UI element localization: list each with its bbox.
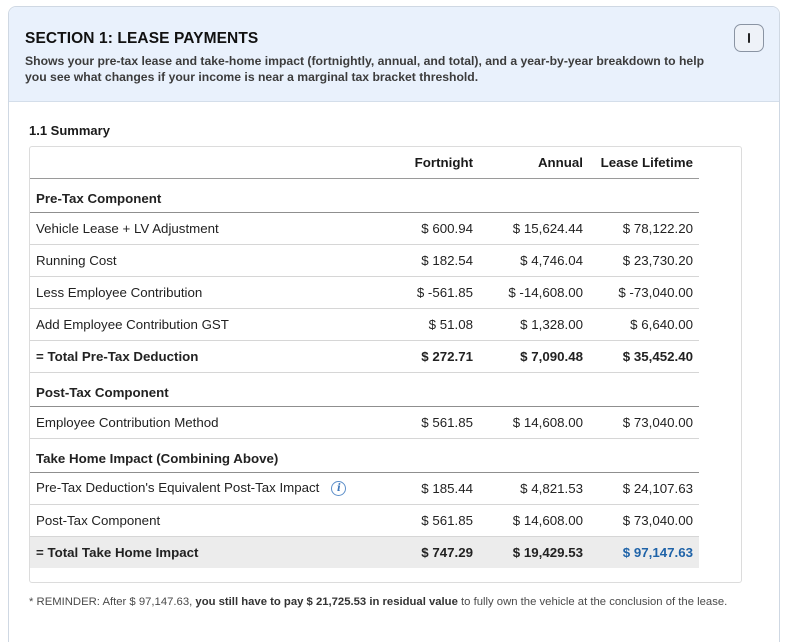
fortnight-value: $ 747.29 xyxy=(398,536,479,568)
lifetime-value: $ 73,040.00 xyxy=(589,504,699,537)
table-row: Running Cost $ 182.54 $ 4,746.04 $ 23,73… xyxy=(30,244,699,277)
row-label: Pre-Tax Deduction's Equivalent Post-Tax … xyxy=(36,480,320,495)
minus-icon xyxy=(748,33,750,43)
row-label-with-info: Pre-Tax Deduction's Equivalent Post-Tax … xyxy=(30,472,398,505)
row-label: Employee Contribution Method xyxy=(30,406,398,439)
total-take-home-row: = Total Take Home Impact $ 747.29 $ 19,4… xyxy=(30,536,699,568)
row-label: Less Employee Contribution xyxy=(30,276,398,309)
header-lifetime: Lease Lifetime xyxy=(600,154,693,170)
header-annual: Annual xyxy=(537,154,583,170)
fortnight-value: $ 561.85 xyxy=(398,504,479,537)
lifetime-value: $ 35,452.40 xyxy=(589,340,699,373)
group-row-pre-tax: Pre-Tax Component xyxy=(30,178,699,213)
fortnight-value: $ 51.08 xyxy=(398,308,479,341)
annual-value: $ 4,821.53 xyxy=(479,472,589,505)
annual-value: $ 1,328.00 xyxy=(479,308,589,341)
row-label: Post-Tax Component xyxy=(30,504,398,537)
section-description: Shows your pre-tax lease and take-home i… xyxy=(25,54,705,84)
fortnight-value: $ 561.85 xyxy=(398,406,479,439)
table-row: Pre-Tax Deduction's Equivalent Post-Tax … xyxy=(30,472,699,505)
table-row: Vehicle Lease + LV Adjustment $ 600.94 $… xyxy=(30,212,699,245)
lifetime-value: $ 78,122.20 xyxy=(589,212,699,245)
reminder-prefix: * REMINDER: After $ 97,147.63, xyxy=(29,596,196,608)
group-heading: Pre-Tax Component xyxy=(30,178,699,213)
total-pre-tax-row: = Total Pre-Tax Deduction $ 272.71 $ 7,0… xyxy=(30,340,699,373)
table-header-row: Fortnight Annual Lease Lifetime xyxy=(30,147,699,178)
group-row-post-tax: Post-Tax Component xyxy=(30,372,699,407)
reminder-bold: you still have to pay $ 21,725.53 in res… xyxy=(195,596,458,608)
lifetime-value: $ 23,730.20 xyxy=(589,244,699,277)
lifetime-value: $ 24,107.63 xyxy=(589,472,699,505)
header-fortnight: Fortnight xyxy=(414,154,473,170)
summary-heading: 1.1 Summary xyxy=(29,123,110,138)
summary-table-frame: Fortnight Annual Lease Lifetime Pre-Tax … xyxy=(29,146,742,583)
row-label: Running Cost xyxy=(30,244,398,277)
info-icon[interactable]: i xyxy=(331,480,347,496)
group-heading: Post-Tax Component xyxy=(30,372,699,407)
annual-value: $ 15,624.44 xyxy=(479,212,589,245)
summary-table: Fortnight Annual Lease Lifetime Pre-Tax … xyxy=(30,147,699,568)
collapse-button[interactable] xyxy=(734,24,764,52)
lifetime-value: $ -73,040.00 xyxy=(589,276,699,309)
lifetime-value: $ 73,040.00 xyxy=(589,406,699,439)
table-row: Add Employee Contribution GST $ 51.08 $ … xyxy=(30,308,699,341)
row-label: = Total Pre-Tax Deduction xyxy=(30,340,398,373)
fortnight-value: $ -561.85 xyxy=(398,276,479,309)
lifetime-value: $ 97,147.63 xyxy=(589,536,699,568)
residual-reminder: * REMINDER: After $ 97,147.63, you still… xyxy=(29,594,729,610)
fortnight-value: $ 600.94 xyxy=(398,212,479,245)
table-row: Post-Tax Component $ 561.85 $ 14,608.00 … xyxy=(30,504,699,537)
section-header: SECTION 1: LEASE PAYMENTS Shows your pre… xyxy=(9,7,779,102)
annual-value: $ 14,608.00 xyxy=(479,406,589,439)
row-label: = Total Take Home Impact xyxy=(30,536,398,568)
fortnight-value: $ 185.44 xyxy=(398,472,479,505)
annual-value: $ -14,608.00 xyxy=(479,276,589,309)
section-title: SECTION 1: LEASE PAYMENTS xyxy=(25,30,259,47)
row-label: Add Employee Contribution GST xyxy=(30,308,398,341)
annual-value: $ 4,746.04 xyxy=(479,244,589,277)
fortnight-value: $ 272.71 xyxy=(398,340,479,373)
row-label: Vehicle Lease + LV Adjustment xyxy=(30,212,398,245)
annual-value: $ 7,090.48 xyxy=(479,340,589,373)
annual-value: $ 14,608.00 xyxy=(479,504,589,537)
table-row: Employee Contribution Method $ 561.85 $ … xyxy=(30,406,699,439)
group-row-take-home: Take Home Impact (Combining Above) xyxy=(30,438,699,473)
annual-value: $ 19,429.53 xyxy=(479,536,589,568)
reminder-suffix: to fully own the vehicle at the conclusi… xyxy=(457,596,728,608)
header-label xyxy=(30,147,398,178)
table-row: Less Employee Contribution $ -561.85 $ -… xyxy=(30,276,699,309)
fortnight-value: $ 182.54 xyxy=(398,244,479,277)
lifetime-value: $ 6,640.00 xyxy=(589,308,699,341)
group-heading: Take Home Impact (Combining Above) xyxy=(30,438,699,473)
